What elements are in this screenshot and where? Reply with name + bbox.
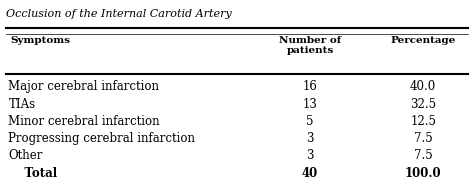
Text: Progressing cerebral infarction: Progressing cerebral infarction [9,132,195,145]
Text: 16: 16 [302,80,318,93]
Text: TIAs: TIAs [9,98,36,111]
Text: 12.5: 12.5 [410,115,436,128]
Text: Minor cerebral infarction: Minor cerebral infarction [9,115,160,128]
Text: 13: 13 [302,98,318,111]
Text: Symptoms: Symptoms [11,36,71,45]
Text: 32.5: 32.5 [410,98,436,111]
Text: 3: 3 [306,150,314,163]
Text: 3: 3 [306,132,314,145]
Text: Number of
patients: Number of patients [279,36,341,55]
Text: 100.0: 100.0 [405,167,441,180]
Text: 40: 40 [302,167,318,180]
Text: 7.5: 7.5 [414,150,432,163]
Text: 5: 5 [306,115,314,128]
Text: 40.0: 40.0 [410,80,436,93]
Text: Percentage: Percentage [391,36,456,45]
Text: 7.5: 7.5 [414,132,432,145]
Text: Total: Total [9,167,57,180]
Text: Major cerebral infarction: Major cerebral infarction [9,80,159,93]
Text: Occlusion of the Internal Carotid Artery: Occlusion of the Internal Carotid Artery [6,9,232,19]
Text: Other: Other [9,150,43,163]
